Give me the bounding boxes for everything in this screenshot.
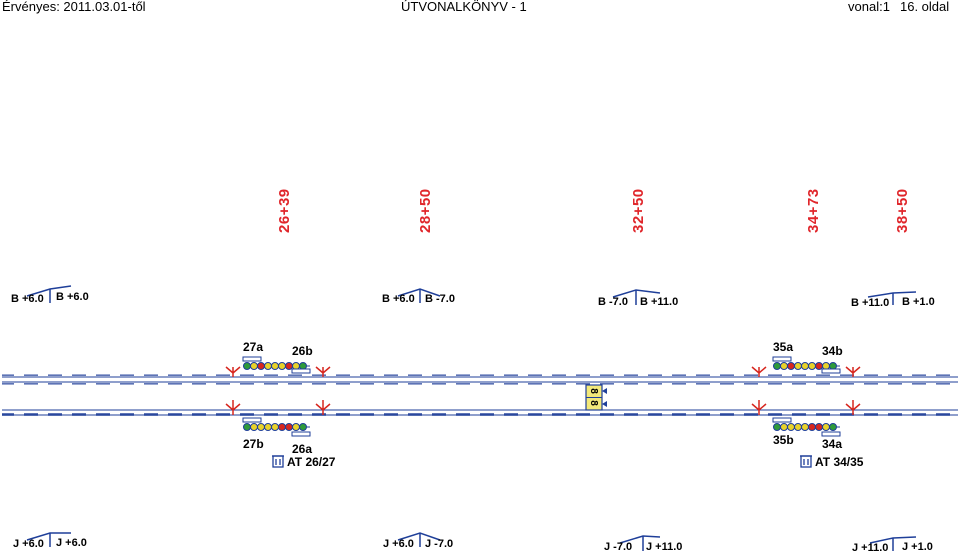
gradient-right-label: B -7.0 (425, 293, 455, 305)
gradient-right-label: J +1.0 (902, 541, 933, 553)
gradient-left-label: J +6.0 (13, 538, 44, 550)
line-number: vonal:1 (848, 0, 890, 14)
page-number: 16. oldal (900, 0, 950, 14)
gradient-right-label: B +1.0 (902, 296, 935, 308)
validity-text: Érvényes: 2011.03.01-től (2, 0, 146, 14)
signal-group-27b-26a (242, 417, 311, 437)
track-marker-post: 8 8 (585, 384, 607, 411)
station-icon (272, 455, 284, 468)
book-title: ÚTVONALKÖNYV - 1 (401, 0, 527, 14)
station-label: AT 26/27 (287, 455, 336, 469)
gradient-right-label: B +6.0 (56, 291, 89, 303)
gradient-left-label: B +6.0 (382, 293, 415, 305)
signal-group-35b-34a (772, 417, 841, 437)
gradient-left-label: J -7.0 (604, 541, 633, 553)
gradient-post-bottom (26, 532, 917, 551)
gradient-right-label: J +11.0 (646, 541, 683, 553)
gradient-right-label: J +6.0 (56, 537, 87, 549)
signal-group-35a-34b (772, 356, 841, 374)
gradient-right-label: J -7.0 (425, 538, 454, 550)
gradient-post-top (26, 285, 917, 305)
signal-label: 35a (773, 340, 794, 354)
gradient-left-label: B -7.0 (598, 296, 628, 308)
marker-lower-text: 8 (588, 400, 599, 406)
signal-label: 27b (243, 437, 264, 451)
signal-label: 27a (243, 340, 264, 354)
station-icon (800, 455, 812, 468)
gradient-right-label: B +11.0 (640, 296, 679, 308)
marker-upper-text: 8 (588, 388, 599, 394)
fork-symbol-lower (225, 400, 861, 415)
lower-track (2, 407, 958, 418)
signal-label: 26b (292, 344, 313, 358)
upper-track (2, 374, 958, 385)
gradient-left-label: B +11.0 (851, 297, 890, 309)
signal-group-27a-26b (242, 356, 311, 374)
gradient-left-label: J +11.0 (852, 542, 889, 554)
gradient-left-label: B +6.0 (11, 293, 44, 305)
fork-symbol-upper (225, 366, 861, 377)
signal-label: 35b (773, 433, 794, 447)
signal-label: 34b (822, 344, 843, 358)
gradient-left-label: J +6.0 (383, 538, 414, 550)
signal-label: 34a (822, 437, 843, 451)
station-label: AT 34/35 (815, 455, 864, 469)
signal-label: 26a (292, 442, 313, 456)
